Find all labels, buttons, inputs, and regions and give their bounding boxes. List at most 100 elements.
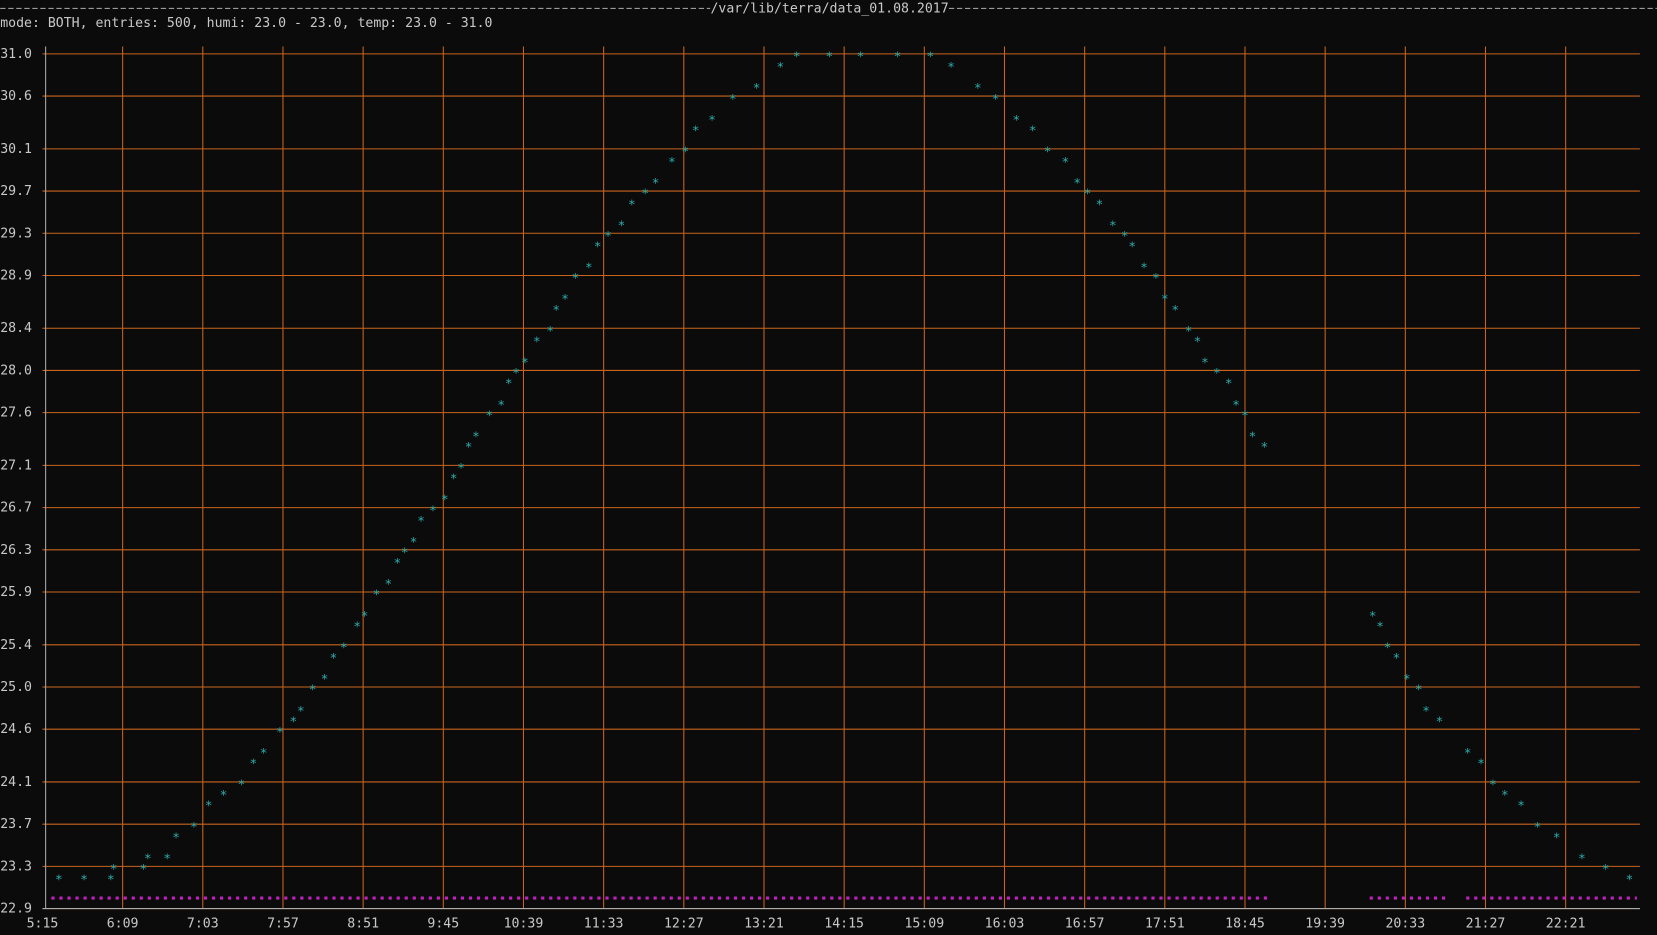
data-point: * — [947, 59, 955, 74]
data-point: * — [1260, 439, 1268, 454]
data-point: * — [1436, 713, 1444, 728]
data-point: * — [1241, 407, 1249, 422]
data-point: * — [974, 80, 982, 95]
x-tick-label: 20:33 — [1385, 916, 1425, 931]
data-point: * — [309, 682, 317, 697]
data-point: * — [361, 608, 369, 623]
y-tick-label: 26.7 — [0, 501, 32, 516]
data-point: * — [585, 260, 593, 275]
data-point: * — [1393, 650, 1401, 665]
y-tick-label: 28.0 — [0, 363, 32, 378]
data-point: * — [1096, 196, 1104, 211]
y-tick-label: 24.1 — [0, 775, 32, 790]
data-point: * — [472, 428, 480, 443]
data-point: * — [552, 302, 560, 317]
data-point: * — [144, 850, 152, 865]
data-point: * — [1128, 238, 1136, 253]
data-point: * — [992, 91, 1000, 106]
x-tick-label: 16:03 — [985, 916, 1025, 931]
data-point: * — [55, 872, 63, 887]
data-point: * — [417, 513, 425, 528]
data-point: * — [1501, 787, 1509, 802]
data-point: * — [260, 745, 268, 760]
y-tick-label: 25.0 — [0, 680, 32, 695]
data-point: * — [1553, 829, 1561, 844]
data-point: * — [441, 492, 449, 507]
data-point: * — [572, 270, 580, 285]
chart-title: /var/lib/terra/data_01.08.2017 — [710, 1, 948, 16]
x-tick-label: 15:09 — [904, 916, 944, 931]
data-point: * — [107, 872, 115, 887]
data-point: * — [1626, 872, 1634, 887]
x-tick-label: 7:03 — [187, 916, 219, 931]
x-tick-label: 6:09 — [107, 916, 139, 931]
data-point: * — [1232, 397, 1240, 412]
x-tick-label: 7:57 — [267, 916, 299, 931]
data-point: * — [546, 323, 554, 338]
y-tick-label: 31.0 — [0, 47, 32, 62]
y-tick-label: 26.3 — [0, 543, 32, 558]
data-point: * — [1602, 861, 1610, 876]
data-point: * — [857, 49, 865, 64]
y-tick-label: 29.7 — [0, 184, 32, 199]
y-tick-label: 24.6 — [0, 722, 32, 737]
marks: * * * * * * * * * * * * * * * * * * * * * * * * * * * * * * * * * * * * * * * *… — [51, 49, 1637, 900]
x-tick-label: 14:15 — [824, 916, 864, 931]
data-point: * — [1477, 756, 1485, 771]
x-tick-label: 9:45 — [427, 916, 459, 931]
data-point: * — [1422, 703, 1430, 718]
x-tick-label: 8:51 — [347, 916, 379, 931]
x-tick-label: 19:39 — [1305, 916, 1345, 931]
y-tick-label: 23.3 — [0, 859, 32, 874]
data-point: * — [1161, 291, 1169, 306]
data-point: * — [512, 365, 520, 380]
data-point: * — [276, 724, 284, 739]
data-point: * — [1152, 270, 1160, 285]
data-point: * — [926, 49, 934, 64]
data-point: * — [249, 756, 257, 771]
data-point: * — [692, 122, 700, 137]
data-point: * — [450, 471, 458, 486]
data-point: * — [681, 144, 689, 159]
data-point: * — [290, 713, 298, 728]
data-point: * — [533, 333, 541, 348]
data-point: * — [321, 671, 329, 686]
y-tick-label: 25.9 — [0, 585, 32, 600]
data-point: * — [401, 544, 409, 559]
data-point: * — [353, 618, 361, 633]
x-tick-label: 11:33 — [584, 916, 624, 931]
data-point: * — [1044, 144, 1052, 159]
data-point: * — [385, 576, 393, 591]
y-tick-label: 27.1 — [0, 458, 32, 473]
data-point: * — [1073, 175, 1081, 190]
grid: 31.0 30.6 30.1 29.7 29.3 28.9 28.4 28.0 27.6 27.1… — [0, 46, 1640, 931]
data-point: * — [729, 91, 737, 106]
data-point: * — [190, 819, 198, 834]
data-point: * — [894, 49, 902, 64]
x-tick-label: 16:57 — [1065, 916, 1105, 931]
data-point: * — [410, 534, 418, 549]
data-point: * — [652, 175, 660, 190]
data-point: * — [825, 49, 833, 64]
data-point: * — [753, 80, 761, 95]
x-tick-label: 21:27 — [1466, 916, 1506, 931]
y-tick-label: 27.6 — [0, 406, 32, 421]
x-tick-label: 17:51 — [1145, 916, 1185, 931]
data-point: * — [1062, 154, 1070, 169]
data-point: * — [140, 861, 148, 876]
data-point: * — [628, 196, 636, 211]
data-point: * — [1140, 260, 1148, 275]
data-point: * — [497, 397, 505, 412]
data-point: * — [486, 407, 494, 422]
data-point: * — [1517, 798, 1525, 813]
data-point: * — [172, 829, 180, 844]
data-point: * — [220, 787, 228, 802]
y-tick-label: 28.9 — [0, 268, 32, 283]
data-point: * — [1225, 376, 1233, 391]
data-point: * — [330, 650, 338, 665]
data-point: * — [1013, 112, 1021, 127]
data-point: * — [1194, 333, 1202, 348]
x-tick-label: 18:45 — [1225, 916, 1265, 931]
data-point: * — [1534, 819, 1542, 834]
